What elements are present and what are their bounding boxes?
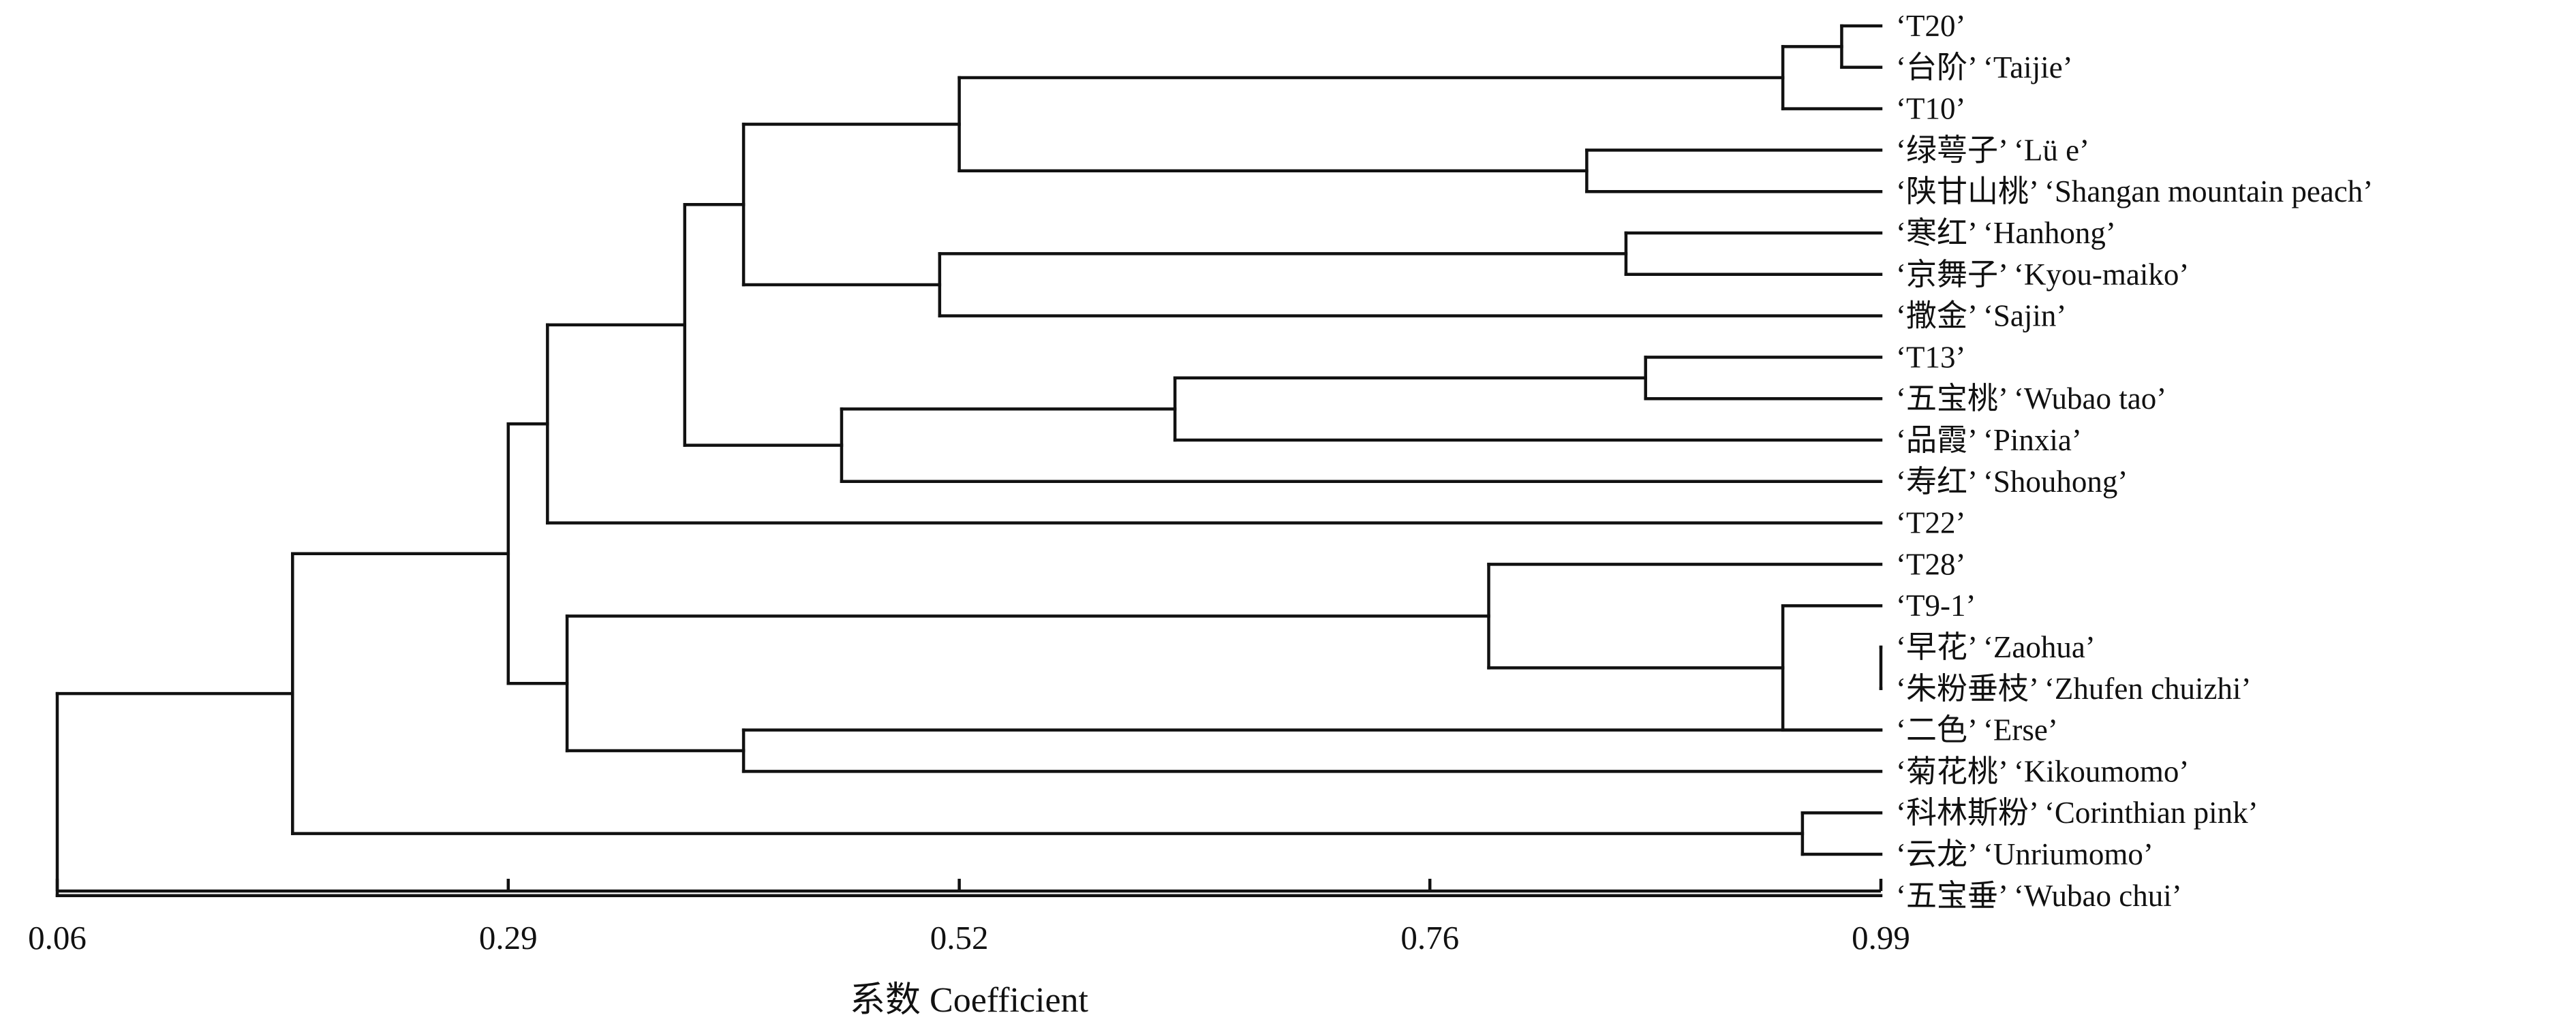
leaf-label: ‘T28’ bbox=[1896, 547, 1965, 581]
x-axis-title: 系数 Coefficient bbox=[850, 981, 1089, 1020]
x-axis: 0.06 0.29 0.52 0.76 0.99 系数 Coefficient bbox=[28, 879, 1910, 1020]
leaf-label: ‘菊花桃’ ‘Kikoumomo’ bbox=[1896, 754, 2189, 788]
leaf-label: ‘T9-1’ bbox=[1896, 589, 1976, 623]
x-axis-tick-label: 0.52 bbox=[930, 919, 989, 956]
leaf-label: ‘台阶’ ‘Taijie’ bbox=[1896, 50, 2073, 84]
leaf-label: ‘寒红’ ‘Hanhong’ bbox=[1896, 216, 2116, 250]
leaf-label: ‘绿萼子’ ‘Lü e’ bbox=[1896, 133, 2089, 167]
leaf-label: ‘京舞子’ ‘Kyou-maiko’ bbox=[1896, 258, 2189, 292]
leaf-label: ‘T10’ bbox=[1896, 92, 1965, 126]
leaf-label: ‘陕甘山桃’ ‘Shangan mountain peach’ bbox=[1896, 174, 2373, 208]
x-axis-tick-label: 0.06 bbox=[28, 919, 87, 956]
leaf-label: ‘T20’ bbox=[1896, 9, 1965, 43]
leaf-label: ‘品霞’ ‘Pinxia’ bbox=[1896, 423, 2082, 457]
x-axis-tick-label: 0.76 bbox=[1400, 919, 1459, 956]
x-axis-tick-label: 0.29 bbox=[479, 919, 538, 956]
x-axis-ticks: 0.06 0.29 0.52 0.76 0.99 bbox=[28, 879, 1910, 956]
leaf-label: ‘撒金’ ‘Sajin’ bbox=[1896, 299, 2066, 333]
leaf-label: ‘T13’ bbox=[1896, 340, 1965, 374]
leaf-label: ‘五宝垂’ ‘Wubao chui’ bbox=[1896, 879, 2182, 913]
leaf-label: ‘朱粉垂枝’ ‘Zhufen chuizhi’ bbox=[1896, 672, 2252, 706]
x-axis-tick-label: 0.99 bbox=[1852, 919, 1910, 956]
leaf-label: ‘早花’ ‘Zaohua’ bbox=[1896, 630, 2096, 664]
leaf-label: ‘寿红’ ‘Shouhong’ bbox=[1896, 465, 2128, 499]
dendrogram-branches bbox=[55, 24, 1883, 898]
leaf-label: ‘五宝桃’ ‘Wubao tao’ bbox=[1896, 381, 2166, 416]
leaf-labels: ‘T20’ ‘台阶’ ‘Taijie’ ‘T10’ ‘绿萼子’ ‘Lü e’ ‘陕甘山桃… bbox=[1896, 9, 2373, 913]
leaf-label: ‘二色’ ‘Erse’ bbox=[1896, 713, 2058, 747]
leaf-label: ‘云龙’ ‘Unriumomo’ bbox=[1896, 837, 2153, 871]
leaf-label: ‘科林斯粉’ ‘Corinthian pink’ bbox=[1896, 796, 2258, 830]
leaf-label: ‘T22’ bbox=[1896, 506, 1965, 540]
